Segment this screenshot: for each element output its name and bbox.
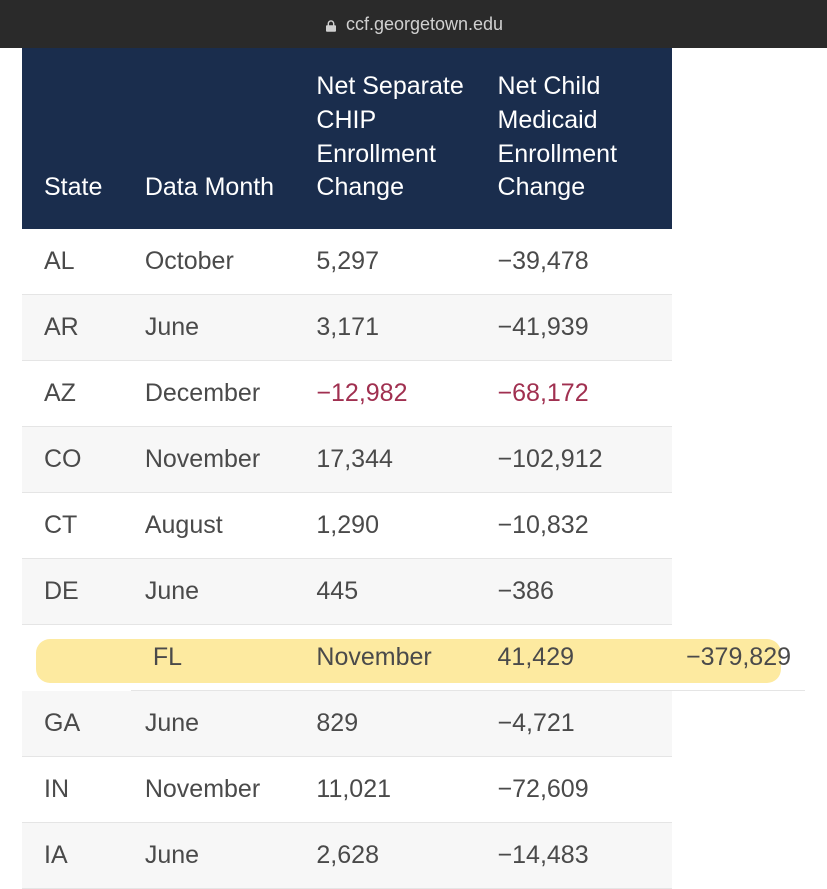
cell-medicaid: −68,172 (484, 361, 673, 427)
url-domain: ccf.georgetown.edu (346, 14, 503, 35)
enrollment-table: StateData MonthNet Separate CHIP Enrollm… (22, 48, 805, 889)
cell-medicaid: −102,912 (484, 427, 673, 493)
cell-month: August (131, 493, 303, 559)
cell-chip: 2,628 (302, 823, 483, 889)
cell-state: CT (22, 493, 131, 559)
cell-chip: 17,344 (302, 427, 483, 493)
cell-chip: 41,429 (484, 625, 673, 691)
cell-state: AZ (22, 361, 131, 427)
table-row: ALOctober5,297−39,478 (22, 229, 805, 295)
column-header: Net Child Medicaid Enrollment Change (484, 48, 673, 229)
table-row: AZDecember−12,982−68,172 (22, 361, 805, 427)
cell-state: DE (22, 559, 131, 625)
cell-month: December (131, 361, 303, 427)
table-container: StateData MonthNet Separate CHIP Enrollm… (0, 48, 827, 889)
cell-month: June (131, 295, 303, 361)
cell-month: June (131, 823, 303, 889)
cell-state: IN (22, 757, 131, 823)
cell-month: October (131, 229, 303, 295)
cell-chip: −12,982 (302, 361, 483, 427)
cell-month: June (131, 691, 303, 757)
cell-chip: 445 (302, 559, 483, 625)
cell-month: June (131, 559, 303, 625)
column-header: Data Month (131, 48, 303, 229)
table-header: StateData MonthNet Separate CHIP Enrollm… (22, 48, 805, 229)
column-header: Net Separate CHIP Enrollment Change (302, 48, 483, 229)
table-row: CTAugust1,290−10,832 (22, 493, 805, 559)
cell-medicaid: −14,483 (484, 823, 673, 889)
cell-chip: 5,297 (302, 229, 483, 295)
cell-chip: 11,021 (302, 757, 483, 823)
url-bar: ccf.georgetown.edu (0, 0, 827, 48)
cell-medicaid: −72,609 (484, 757, 673, 823)
cell-month: November (131, 427, 303, 493)
cell-medicaid: −10,832 (484, 493, 673, 559)
cell-state: FL (131, 625, 303, 691)
table-row: ARJune3,171−41,939 (22, 295, 805, 361)
table-row: IAJune2,628−14,483 (22, 823, 805, 889)
cell-chip: 829 (302, 691, 483, 757)
cell-chip: 1,290 (302, 493, 483, 559)
cell-month: November (302, 625, 483, 691)
lock-icon (324, 17, 338, 31)
cell-medicaid: −386 (484, 559, 673, 625)
table-row: GAJune829−4,721 (22, 691, 805, 757)
cell-state: GA (22, 691, 131, 757)
column-header: State (22, 48, 131, 229)
cell-medicaid: −379,829 (672, 625, 805, 691)
cell-medicaid: −39,478 (484, 229, 673, 295)
cell-state: AR (22, 295, 131, 361)
cell-state: AL (22, 229, 131, 295)
cell-state: IA (22, 823, 131, 889)
cell-medicaid: −41,939 (484, 295, 673, 361)
table-row: FLNovember41,429−379,829 (22, 625, 805, 691)
table-body: ALOctober5,297−39,478ARJune3,171−41,939A… (22, 229, 805, 889)
cell-month: November (131, 757, 303, 823)
table-row: INNovember11,021−72,609 (22, 757, 805, 823)
cell-medicaid: −4,721 (484, 691, 673, 757)
cell-state: CO (22, 427, 131, 493)
cell-chip: 3,171 (302, 295, 483, 361)
table-row: DEJune445−386 (22, 559, 805, 625)
table-row: CONovember17,344−102,912 (22, 427, 805, 493)
